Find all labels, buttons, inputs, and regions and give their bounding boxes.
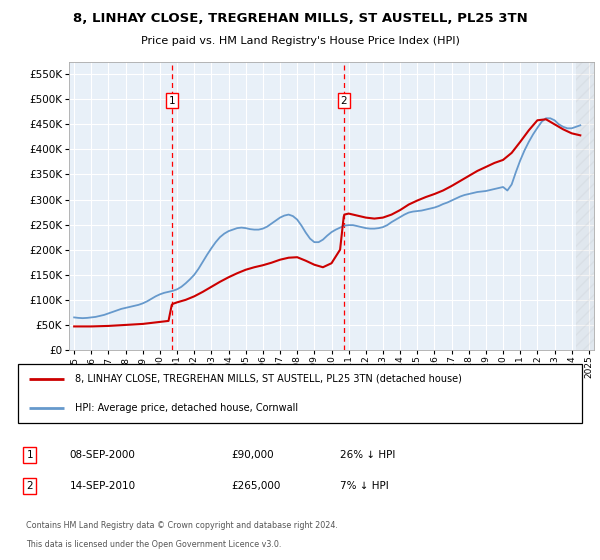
Text: 8, LINHAY CLOSE, TREGREHAN MILLS, ST AUSTELL, PL25 3TN (detached house): 8, LINHAY CLOSE, TREGREHAN MILLS, ST AUS… [76,374,462,384]
Text: 26% ↓ HPI: 26% ↓ HPI [340,450,395,460]
FancyBboxPatch shape [18,364,582,423]
Text: 1: 1 [26,450,33,460]
Text: HPI: Average price, detached house, Cornwall: HPI: Average price, detached house, Corn… [76,403,298,413]
Text: 2: 2 [26,481,33,491]
Text: 8, LINHAY CLOSE, TREGREHAN MILLS, ST AUSTELL, PL25 3TN: 8, LINHAY CLOSE, TREGREHAN MILLS, ST AUS… [73,12,527,25]
Bar [576,62,594,350]
Text: 08-SEP-2000: 08-SEP-2000 [70,450,136,460]
Text: This data is licensed under the Open Government Licence v3.0.: This data is licensed under the Open Gov… [26,540,282,549]
Text: Contains HM Land Registry data © Crown copyright and database right 2024.: Contains HM Land Registry data © Crown c… [26,521,338,530]
Text: 2: 2 [340,96,347,105]
Text: Price paid vs. HM Land Registry's House Price Index (HPI): Price paid vs. HM Land Registry's House … [140,36,460,46]
Text: £265,000: £265,000 [231,481,280,491]
Text: £90,000: £90,000 [231,450,274,460]
Text: 1: 1 [169,96,175,105]
Text: 14-SEP-2010: 14-SEP-2010 [70,481,136,491]
Text: 7% ↓ HPI: 7% ↓ HPI [340,481,389,491]
